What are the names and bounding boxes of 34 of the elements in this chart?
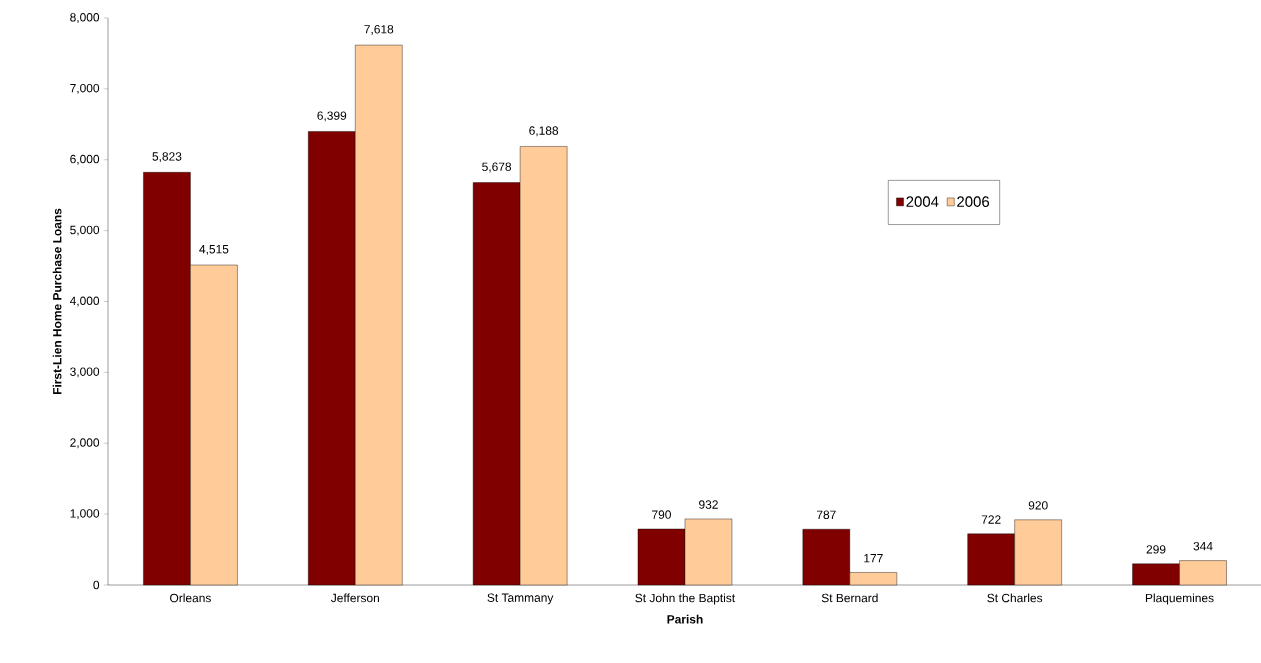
y-tick-label: 3,000 bbox=[70, 367, 100, 378]
data-label: 344 bbox=[1193, 541, 1213, 551]
data-label: 6,188 bbox=[529, 126, 559, 137]
y-tick-label: 1,000 bbox=[70, 509, 100, 520]
data-label: 6,399 bbox=[317, 111, 347, 122]
data-label: 177 bbox=[864, 554, 883, 563]
x-tick-label: Orleans bbox=[170, 593, 211, 603]
y-tick-label: 5,000 bbox=[70, 225, 100, 236]
x-tick-label: St Bernard bbox=[821, 593, 878, 603]
data-label: 5,823 bbox=[152, 152, 182, 163]
data-label: 920 bbox=[1028, 501, 1048, 510]
data-label: 299 bbox=[1146, 545, 1166, 554]
y-tick-label: 2,000 bbox=[70, 438, 100, 449]
y-tick-label: 6,000 bbox=[70, 154, 100, 165]
x-axis-title: Parish bbox=[667, 614, 703, 624]
data-label: 790 bbox=[652, 510, 671, 519]
data-label: 722 bbox=[981, 515, 1001, 524]
legend-label: 2004 bbox=[906, 196, 939, 207]
x-tick-label: St John the Baptist bbox=[635, 593, 736, 605]
y-tick-label: 7,000 bbox=[70, 83, 100, 94]
x-tick-label: Plaquemines bbox=[1145, 593, 1214, 605]
y-tick-label: 4,000 bbox=[69, 296, 100, 307]
data-label: 7,618 bbox=[364, 25, 394, 35]
x-tick-label: St Tammany bbox=[487, 593, 554, 605]
x-tick-label: Jefferson bbox=[330, 593, 379, 603]
data-label: 5,678 bbox=[482, 162, 512, 173]
y-tick-label: 0 bbox=[93, 580, 100, 590]
legend-label: 2006 bbox=[957, 196, 990, 207]
y-axis-title: First-Lien Home Purchase Loans bbox=[52, 208, 62, 395]
x-tick-label: St Charles bbox=[987, 593, 1043, 603]
data-label: 4,515 bbox=[199, 245, 229, 255]
data-label: 787 bbox=[816, 510, 836, 520]
y-tick-label: 8,000 bbox=[70, 13, 100, 23]
data-label: 932 bbox=[699, 500, 718, 509]
